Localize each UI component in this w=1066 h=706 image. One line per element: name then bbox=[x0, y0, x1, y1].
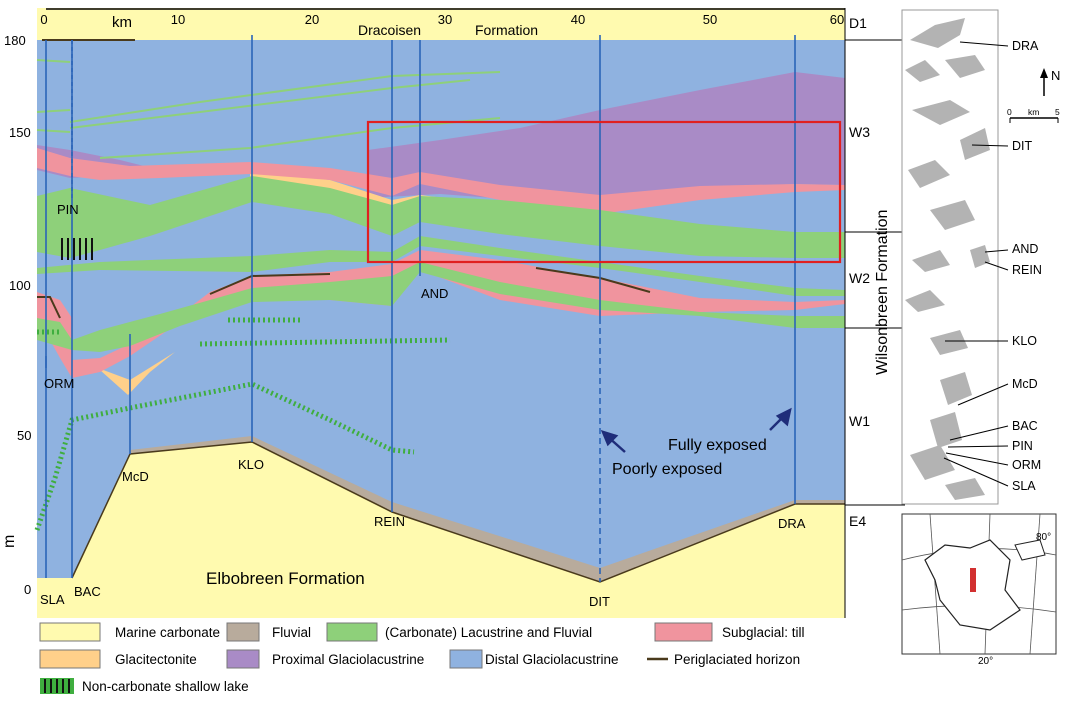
top-unit-suffix: Formation bbox=[475, 22, 538, 38]
poorly-exposed-note: Poorly exposed bbox=[612, 461, 722, 478]
legend-swatch-glacitectonite bbox=[39, 649, 101, 669]
section-label-and: AND bbox=[421, 286, 448, 301]
map-label: REIN bbox=[1012, 263, 1042, 277]
legend-swatch-lacustrine bbox=[326, 622, 378, 642]
section-label-dit: DIT bbox=[589, 594, 610, 609]
scale-tick: km bbox=[1028, 107, 1039, 117]
lacustrine-upper bbox=[37, 176, 845, 258]
unit-label: W1 bbox=[849, 413, 870, 429]
lacustrine-lower bbox=[37, 262, 845, 352]
km-tick: 30 bbox=[438, 12, 452, 27]
map-label: PIN bbox=[1012, 439, 1033, 453]
legend-swatch-marine bbox=[39, 622, 101, 642]
m-tick: 0 bbox=[24, 582, 31, 597]
unit-label: W2 bbox=[849, 270, 870, 286]
km-tick: 0 bbox=[40, 12, 47, 27]
map-label: DRA bbox=[1012, 39, 1039, 53]
location-map: DRA DIT AND REIN KLO McD BAC PIN ORM SLA… bbox=[901, 9, 1060, 667]
scale-tick: 5 bbox=[1055, 107, 1060, 117]
unit-label: E4 bbox=[849, 513, 866, 529]
map-label: SLA bbox=[1012, 479, 1036, 493]
m-tick: 180 bbox=[4, 33, 26, 48]
subglacial-till-upper bbox=[37, 148, 845, 214]
section-label-bac: BAC bbox=[74, 584, 101, 599]
proximal-glaciolacustrine-area bbox=[368, 72, 845, 200]
km-tick: 50 bbox=[703, 12, 717, 27]
legend-label: Proximal Glaciolacustrine bbox=[272, 652, 424, 667]
km-axis-label: km bbox=[112, 14, 132, 31]
section-labels: SLA BAC ORM PIN McD KLO REIN AND DIT DRA bbox=[40, 202, 806, 609]
map-label: DIT bbox=[1012, 139, 1033, 153]
legend-label: Distal Glaciolacustrine bbox=[485, 652, 619, 667]
map-scale-bar bbox=[1009, 117, 1059, 123]
shallow-lake-marks bbox=[61, 238, 93, 260]
highlight-box bbox=[366, 120, 842, 264]
km-tick: 20 bbox=[305, 12, 319, 27]
scale-tick: 0 bbox=[1007, 107, 1012, 117]
top-unit-name: Dracoisen bbox=[358, 22, 421, 38]
legend-swatch-till bbox=[654, 622, 713, 642]
legend-swatch-distal bbox=[449, 649, 483, 669]
section-lines bbox=[45, 35, 796, 582]
north-label: N bbox=[1051, 68, 1060, 83]
km-tick: 60 bbox=[830, 12, 844, 27]
formation-label: Wilsonbreen Formation bbox=[874, 210, 891, 375]
section-label-pin: PIN bbox=[57, 202, 79, 217]
dracoisen-band bbox=[37, 8, 845, 40]
inset-lon-label: 20° bbox=[978, 656, 993, 667]
section-label-rein: REIN bbox=[374, 514, 405, 529]
unit-label: D1 bbox=[849, 15, 867, 31]
km-tick: 40 bbox=[571, 12, 585, 27]
shallow-lake-trails bbox=[34, 317, 451, 531]
map-label: McD bbox=[1012, 377, 1038, 391]
section-label-sla: SLA bbox=[40, 592, 65, 607]
fluvial-band bbox=[130, 436, 845, 582]
exposure-arrows bbox=[600, 407, 792, 453]
legend-label: Periglaciated horizon bbox=[674, 652, 800, 667]
legend: Marine carbonate Fluvial (Carbonate) Lac… bbox=[39, 622, 805, 694]
map-labels: DRA DIT AND REIN KLO McD BAC PIN ORM SLA bbox=[1012, 39, 1042, 493]
unit-labels: D1 W3 W2 W1 E4 bbox=[849, 15, 870, 529]
map-outcrops bbox=[905, 18, 990, 500]
lacustrine-middle bbox=[37, 236, 845, 296]
section-label-mcd: McD bbox=[122, 469, 149, 484]
unit-label: W3 bbox=[849, 124, 870, 140]
study-area-marker bbox=[970, 568, 976, 592]
fully-exposed-note: Fully exposed bbox=[668, 437, 767, 454]
scale-ticks: 0 km 5 bbox=[1007, 107, 1060, 117]
legend-label: Non-carbonate shallow lake bbox=[82, 679, 249, 694]
m-tick: 100 bbox=[9, 278, 31, 293]
map-leaders bbox=[943, 41, 1009, 487]
legend-label: Glacitectonite bbox=[115, 652, 197, 667]
legend-label: Marine carbonate bbox=[115, 625, 220, 640]
map-label: ORM bbox=[1012, 458, 1041, 472]
m-ticks: 180 150 100 50 0 bbox=[4, 33, 31, 597]
m-axis-label: m bbox=[1, 535, 18, 548]
legend-swatch-proximal bbox=[226, 649, 260, 669]
inset-lat-label: 80° bbox=[1036, 532, 1051, 543]
km-ticks: 0 10 20 30 40 50 60 bbox=[40, 12, 844, 27]
section-label-klo: KLO bbox=[238, 457, 264, 472]
legend-label: Fluvial bbox=[272, 625, 311, 640]
m-tick: 150 bbox=[9, 125, 31, 140]
glacitectonite-lower bbox=[90, 352, 175, 395]
main-panel: 0 10 20 30 40 50 60 km Dracoisen Formati… bbox=[1, 8, 905, 618]
legend-shallow-lake-marks bbox=[44, 679, 70, 693]
m-tick: 50 bbox=[17, 428, 31, 443]
base-formation-label: Elbobreen Formation bbox=[206, 569, 365, 588]
map-label: AND bbox=[1012, 242, 1038, 256]
legend-swatch-fluvial bbox=[226, 622, 260, 642]
legend-label: (Carbonate) Lacustrine and Fluvial bbox=[385, 625, 592, 640]
section-label-orm: ORM bbox=[44, 376, 74, 391]
north-arrow-icon bbox=[1040, 68, 1048, 96]
section-label-dra: DRA bbox=[778, 516, 806, 531]
nordaustlandet-outline bbox=[1014, 539, 1046, 561]
map-label: BAC bbox=[1012, 419, 1038, 433]
marine-carbonate-base bbox=[37, 442, 845, 618]
legend-label: Subglacial: till bbox=[722, 625, 805, 640]
map-label: KLO bbox=[1012, 334, 1037, 348]
km-tick: 10 bbox=[171, 12, 185, 27]
